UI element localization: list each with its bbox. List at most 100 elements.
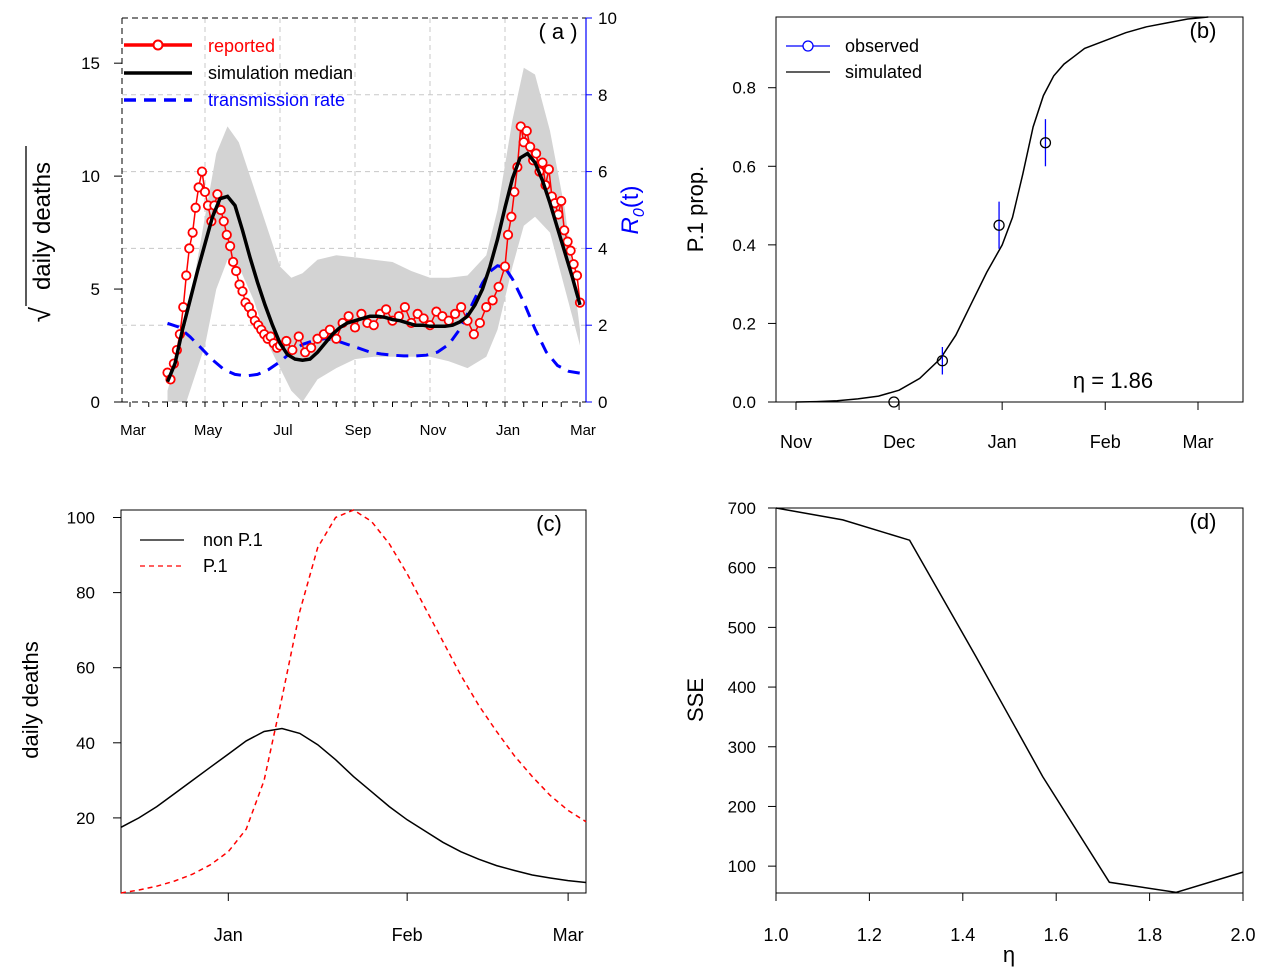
- y-tick-label: 80: [76, 584, 95, 603]
- reported-point: [196, 166, 208, 177]
- reported-point: [556, 195, 567, 207]
- reported-point: [537, 157, 548, 168]
- legend-label-transmission: transmission rate: [208, 90, 345, 110]
- y-tick-label: 0.4: [732, 236, 756, 255]
- reported-point: [450, 308, 461, 320]
- reported-point: [331, 333, 342, 344]
- panel-c-p1-line: [120, 509, 587, 894]
- panel-b-y-axis: 0.0 0.2 0.4 0.6 0.8: [732, 79, 776, 412]
- reported-point: [499, 261, 511, 272]
- y2-tick-label: 4: [598, 239, 607, 258]
- y-tick-label: 400: [728, 678, 756, 697]
- x-tick-label: Dec: [883, 432, 915, 452]
- reported-point: [225, 241, 236, 252]
- legend-label-median: simulation median: [208, 63, 353, 83]
- x-tick-label: Jan: [988, 432, 1017, 452]
- reported-point: [531, 148, 542, 159]
- y-tick-label: 500: [728, 618, 756, 637]
- reported-point: [190, 202, 201, 213]
- panel-d-x-label: η: [1003, 942, 1015, 967]
- reported-point: [237, 286, 248, 297]
- panel-b-label: (b): [1190, 18, 1217, 43]
- panel-c-non-p1-line: [120, 727, 587, 884]
- legend-label-p1: P.1: [203, 556, 228, 576]
- x-tick-label: 1.8: [1137, 925, 1162, 945]
- legend-label-observed: observed: [845, 36, 919, 56]
- reported-point: [218, 216, 229, 227]
- reported-point: [281, 335, 292, 347]
- x-tick-label: Mar: [120, 422, 146, 439]
- legend-item-non-p1: non P.1: [140, 530, 263, 550]
- panel-a-x-axis: Mar May Jul Sep Nov Jan Mar: [120, 402, 596, 439]
- reported-point: [468, 329, 479, 340]
- panel-a: 0 5 10 15 0 2 4 6 8 10 Mar May Jul Sep Nov Jan Mar ( a…: [25, 9, 648, 439]
- panel-a-y-label: daily deaths √: [25, 146, 56, 322]
- x-tick-label: Feb: [392, 925, 423, 945]
- reported-point: [543, 164, 554, 175]
- panel-b: 0.0 0.2 0.4 0.6 0.8 Nov Dec Jan Feb Mar P.1 prop…: [683, 16, 1244, 452]
- legend-marker-observed: [802, 40, 814, 52]
- x-tick-label: 1.0: [763, 925, 788, 945]
- panel-d-label: (d): [1190, 509, 1217, 534]
- x-tick-label: May: [194, 422, 223, 439]
- legend-item-p1: P.1: [140, 556, 228, 576]
- panel-c-frame: [120, 509, 587, 894]
- y-tick-label: 600: [728, 559, 756, 578]
- reported-point: [228, 256, 239, 268]
- y-tick-label: 0.0: [732, 393, 756, 412]
- reported-point: [456, 302, 467, 313]
- reported-point: [199, 186, 211, 198]
- x-tick-label: Mar: [570, 422, 596, 439]
- panel-b-observed-points: [888, 119, 1052, 408]
- panel-b-frame: [775, 16, 1244, 403]
- observed-point: [936, 355, 949, 367]
- x-tick-label: 1.4: [950, 925, 975, 945]
- reported-point: [506, 211, 517, 222]
- y-tick-label: 100: [67, 509, 95, 528]
- x-tick-label: 1.2: [857, 925, 882, 945]
- x-tick-label: Sep: [345, 422, 372, 439]
- legend-item-simulated: simulated: [786, 62, 922, 82]
- panel-d-y-label: SSE: [683, 678, 708, 722]
- reported-point: [231, 265, 242, 277]
- reported-point: [474, 317, 485, 329]
- panel-a-y2-label-base: R: [617, 217, 644, 234]
- panel-a-y2-label-rest: (t): [617, 186, 644, 209]
- panel-a-y2-label-sub: 0: [631, 208, 648, 217]
- reported-point: [521, 125, 532, 137]
- y2-tick-label: 2: [598, 316, 607, 335]
- y-tick-label: 200: [728, 797, 756, 816]
- legend-item-observed: observed: [786, 36, 919, 56]
- legend-item-reported: reported: [124, 36, 275, 56]
- reported-point: [418, 313, 429, 324]
- y-tick-label: 700: [728, 499, 756, 518]
- legend-label-non-p1: non P.1: [203, 530, 263, 550]
- panel-b-legend: observed simulated: [786, 36, 922, 82]
- panel-c-y-axis: 20 40 60 80 100: [67, 509, 121, 828]
- x-tick-label: 2.0: [1230, 925, 1255, 945]
- y-tick-label: 60: [76, 659, 95, 678]
- panel-c-x-axis: Jan Feb Mar: [214, 893, 584, 945]
- panel-a-transmission-rate-line: [167, 264, 581, 378]
- reported-point: [184, 243, 195, 254]
- reported-point: [287, 344, 298, 356]
- legend-label-simulated: simulated: [845, 62, 922, 82]
- y-tick-label: 40: [76, 734, 95, 753]
- panel-b-simulated-line: [795, 16, 1209, 403]
- panel-d: 100 200 300 400 500 600 700 1.0 1.2 1.4 1.6 1.8 2.0…: [683, 499, 1256, 967]
- x-tick-label: Jan: [496, 422, 520, 439]
- panel-a-label: ( a ): [538, 19, 577, 44]
- x-tick-label: Jul: [273, 422, 292, 439]
- reported-point: [349, 322, 361, 333]
- y-tick-label: 0.8: [732, 79, 756, 98]
- reported-point: [293, 331, 304, 342]
- panel-a-y-label-text: daily deaths: [29, 162, 56, 290]
- y2-tick-label: 6: [598, 163, 607, 182]
- y-tick-label: 100: [728, 857, 756, 876]
- reported-point: [481, 302, 492, 313]
- panel-d-y-axis: 100 200 300 400 500 600 700: [728, 499, 776, 876]
- y-tick-label: 0.2: [732, 314, 756, 333]
- legend-item-transmission: transmission rate: [124, 90, 345, 110]
- panel-c-legend: non P.1 P.1: [140, 530, 263, 576]
